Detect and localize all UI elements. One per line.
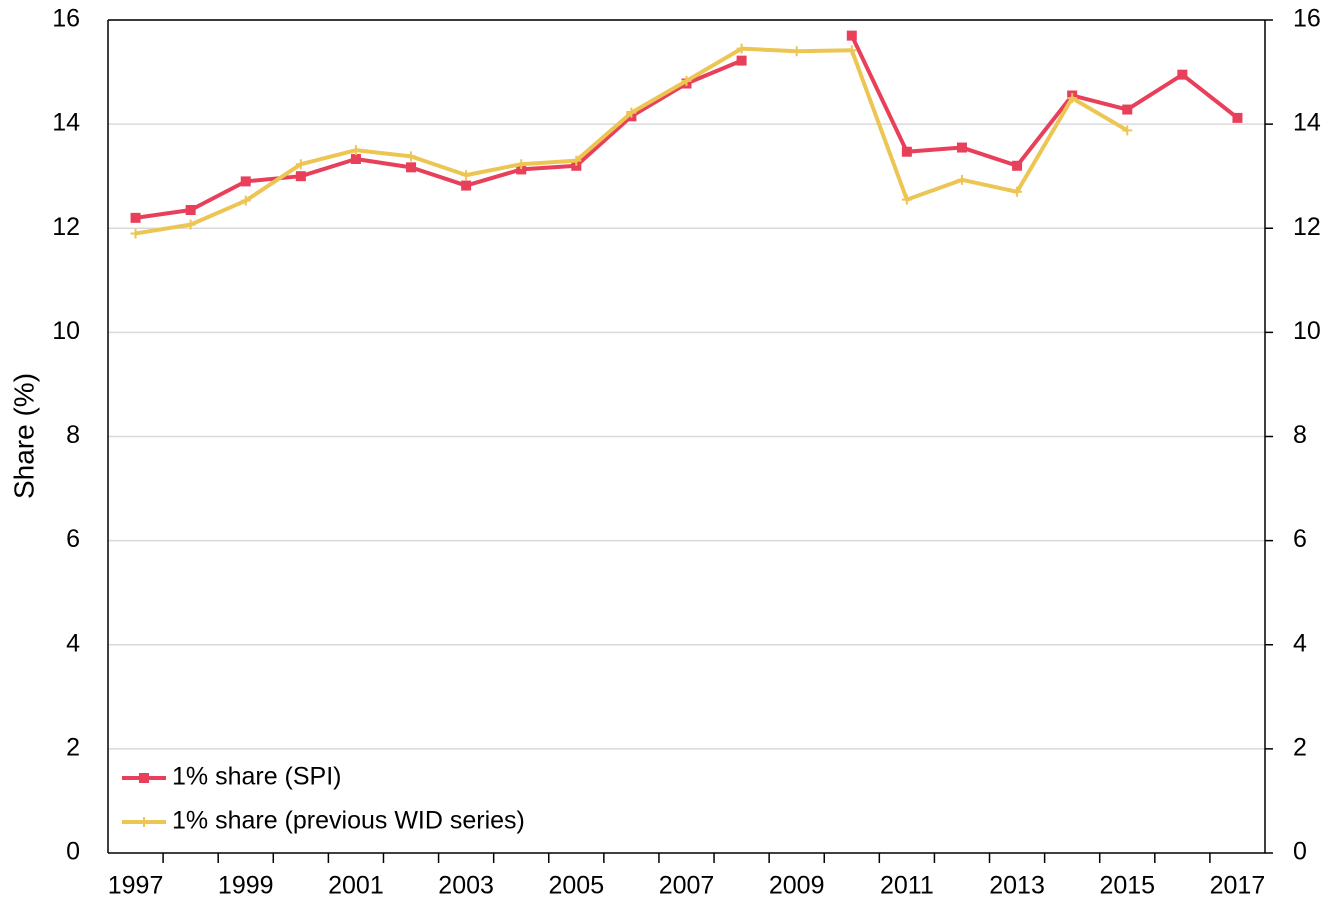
x-tick-label: 1999 <box>218 872 274 900</box>
marker <box>846 45 857 56</box>
marker <box>956 174 967 185</box>
x-tick-label: 2011 <box>880 872 934 900</box>
marker <box>1012 186 1023 197</box>
x-tick-label: 2017 <box>1210 872 1266 900</box>
x-tick-label: 2001 <box>328 872 384 900</box>
marker <box>461 180 472 191</box>
y-tick-label: 12 <box>52 213 80 241</box>
marker <box>461 170 472 181</box>
marker <box>130 228 141 239</box>
marker <box>1122 125 1133 136</box>
y2-tick-label: 0 <box>1293 838 1307 866</box>
y-tick-label: 8 <box>66 421 80 449</box>
marker <box>350 145 361 156</box>
marker <box>571 155 582 166</box>
x-tick-label: 2013 <box>989 872 1045 900</box>
x-tick-label: 2007 <box>659 872 715 900</box>
y-tick-label: 10 <box>52 317 80 345</box>
y-tick-label: 2 <box>66 733 80 761</box>
y-tick-label: 4 <box>66 629 80 657</box>
series-line <box>135 46 1129 236</box>
legend-label: 1% share (previous WID series) <box>172 807 525 835</box>
marker <box>626 107 637 118</box>
y-tick-label: 0 <box>66 838 80 866</box>
marker <box>516 164 527 175</box>
y-tick-label: 14 <box>52 109 80 137</box>
y-tick-label: 6 <box>66 525 80 553</box>
y-tick-label: 16 <box>52 5 80 33</box>
y2-tick-label: 6 <box>1293 525 1307 553</box>
y2-tick-label: 8 <box>1293 421 1307 449</box>
marker <box>901 194 912 205</box>
marker <box>185 219 196 230</box>
x-tick-label: 2003 <box>438 872 494 900</box>
y2-tick-label: 2 <box>1293 733 1307 761</box>
marker <box>139 773 149 783</box>
marker <box>1012 160 1023 171</box>
y2-tick-label: 14 <box>1293 109 1321 137</box>
x-tick-label: 2005 <box>548 872 604 900</box>
marker <box>1177 69 1188 80</box>
marker <box>295 171 306 182</box>
marker <box>736 43 747 54</box>
y2-tick-label: 16 <box>1293 5 1321 33</box>
marker <box>736 55 747 66</box>
marker <box>901 146 912 157</box>
marker <box>130 212 141 223</box>
marker <box>406 151 417 162</box>
x-tick-label: 2009 <box>769 872 825 900</box>
marker <box>516 159 527 170</box>
y2-tick-label: 10 <box>1293 317 1321 345</box>
marker <box>185 205 196 216</box>
marker <box>1122 104 1133 115</box>
marker <box>240 176 251 187</box>
y2-tick-label: 12 <box>1293 213 1321 241</box>
marker <box>139 817 149 827</box>
marker <box>846 30 857 41</box>
x-tick-label: 1997 <box>108 872 164 900</box>
marker <box>295 159 306 170</box>
marker <box>1232 112 1243 123</box>
marker <box>791 46 802 57</box>
y-axis-label: Share (%) <box>8 373 39 499</box>
series-line <box>135 34 1239 220</box>
legend-label: 1% share (SPI) <box>172 763 342 791</box>
marker <box>406 162 417 173</box>
marker <box>240 195 251 206</box>
x-tick-label: 2015 <box>1099 872 1155 900</box>
marker <box>681 75 692 86</box>
y2-tick-label: 4 <box>1293 629 1307 657</box>
marker <box>956 142 967 153</box>
marker <box>1067 93 1078 104</box>
marker <box>350 154 361 165</box>
marker <box>571 160 582 171</box>
